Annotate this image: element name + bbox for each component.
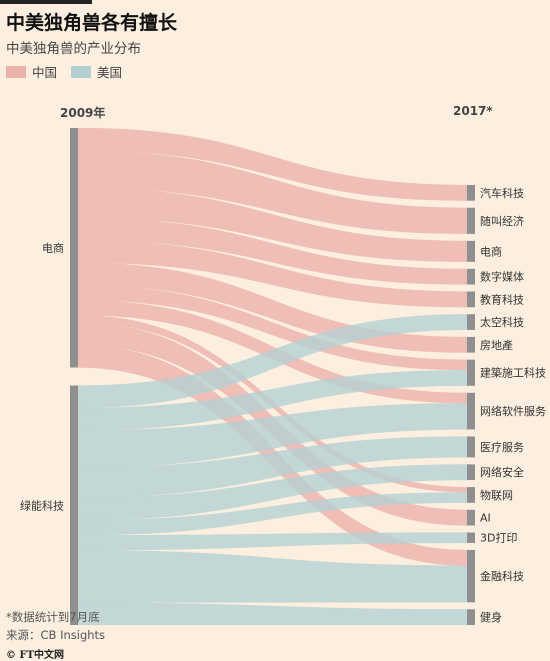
target-node-1 [467, 207, 475, 234]
right-year-label: 2017* [453, 104, 493, 118]
legend-swatch-usa [71, 65, 92, 78]
target-label-10: 网络安全 [480, 465, 524, 479]
legend-swatch-china [6, 65, 26, 78]
target-node-15 [467, 609, 475, 625]
target-label-8: 网络软件服务 [480, 404, 546, 418]
left-year-label: 2009年 [60, 106, 106, 120]
target-label-2: 电商 [480, 244, 502, 258]
chart-subtitle: 中美独角兽的产业分布 [6, 41, 141, 57]
chart-title: 中美独角兽各有擅长 [6, 12, 178, 34]
legend-item-china: 中国 [6, 62, 57, 81]
source-label-0: 电商 [42, 241, 64, 255]
source-node-1 [70, 385, 78, 625]
footnote: *数据统计到7月底 [6, 610, 100, 624]
legend-label-usa: 美国 [97, 65, 123, 80]
target-node-0 [467, 185, 475, 201]
target-label-11: 物联网 [480, 488, 513, 502]
flow-link-11 [77, 313, 468, 409]
target-label-1: 随叫经济 [480, 214, 524, 228]
target-label-13: 3D打印 [480, 531, 517, 545]
target-label-14: 金融科技 [480, 569, 524, 583]
target-node-14 [467, 549, 475, 603]
target-node-4 [467, 291, 475, 308]
target-node-11 [467, 487, 475, 503]
target-label-9: 医疗服务 [480, 440, 524, 454]
target-label-15: 健身 [480, 610, 502, 624]
target-label-12: AI [480, 512, 491, 525]
source-note: 来源：CB Insights [6, 628, 106, 642]
flow-link-13 [77, 403, 468, 469]
target-label-4: 教育科技 [480, 292, 524, 306]
ft-logo: © FT中文网 [6, 650, 65, 661]
target-node-3 [467, 268, 475, 285]
target-label-7: 建築施工科技 [480, 366, 546, 380]
target-node-9 [467, 436, 475, 458]
target-node-10 [467, 464, 475, 481]
target-label-0: 汽车科技 [480, 186, 524, 200]
target-label-6: 房地產 [480, 338, 513, 352]
flow-link-12 [77, 369, 468, 431]
target-node-13 [467, 532, 475, 543]
source-node-0 [70, 128, 78, 368]
target-node-7 [467, 359, 475, 386]
legend-label-china: 中国 [32, 65, 58, 80]
flow-link-3 [77, 217, 468, 285]
node-bars [70, 128, 475, 625]
legend-item-usa: 美国 [71, 62, 122, 81]
flow-link-19 [77, 602, 468, 626]
legend: 中国 美国 [6, 62, 122, 81]
flow-links [77, 127, 468, 626]
target-label-3: 数字媒体 [480, 270, 524, 284]
target-node-6 [467, 336, 475, 353]
target-label-5: 太空科技 [480, 315, 524, 329]
target-node-2 [467, 240, 475, 262]
target-node-8 [467, 392, 475, 430]
top-accent-bar [0, 0, 92, 4]
target-node-5 [467, 314, 475, 330]
target-node-12 [467, 509, 475, 526]
source-label-1: 绿能科技 [20, 498, 64, 512]
flow-link-4 [77, 240, 468, 308]
